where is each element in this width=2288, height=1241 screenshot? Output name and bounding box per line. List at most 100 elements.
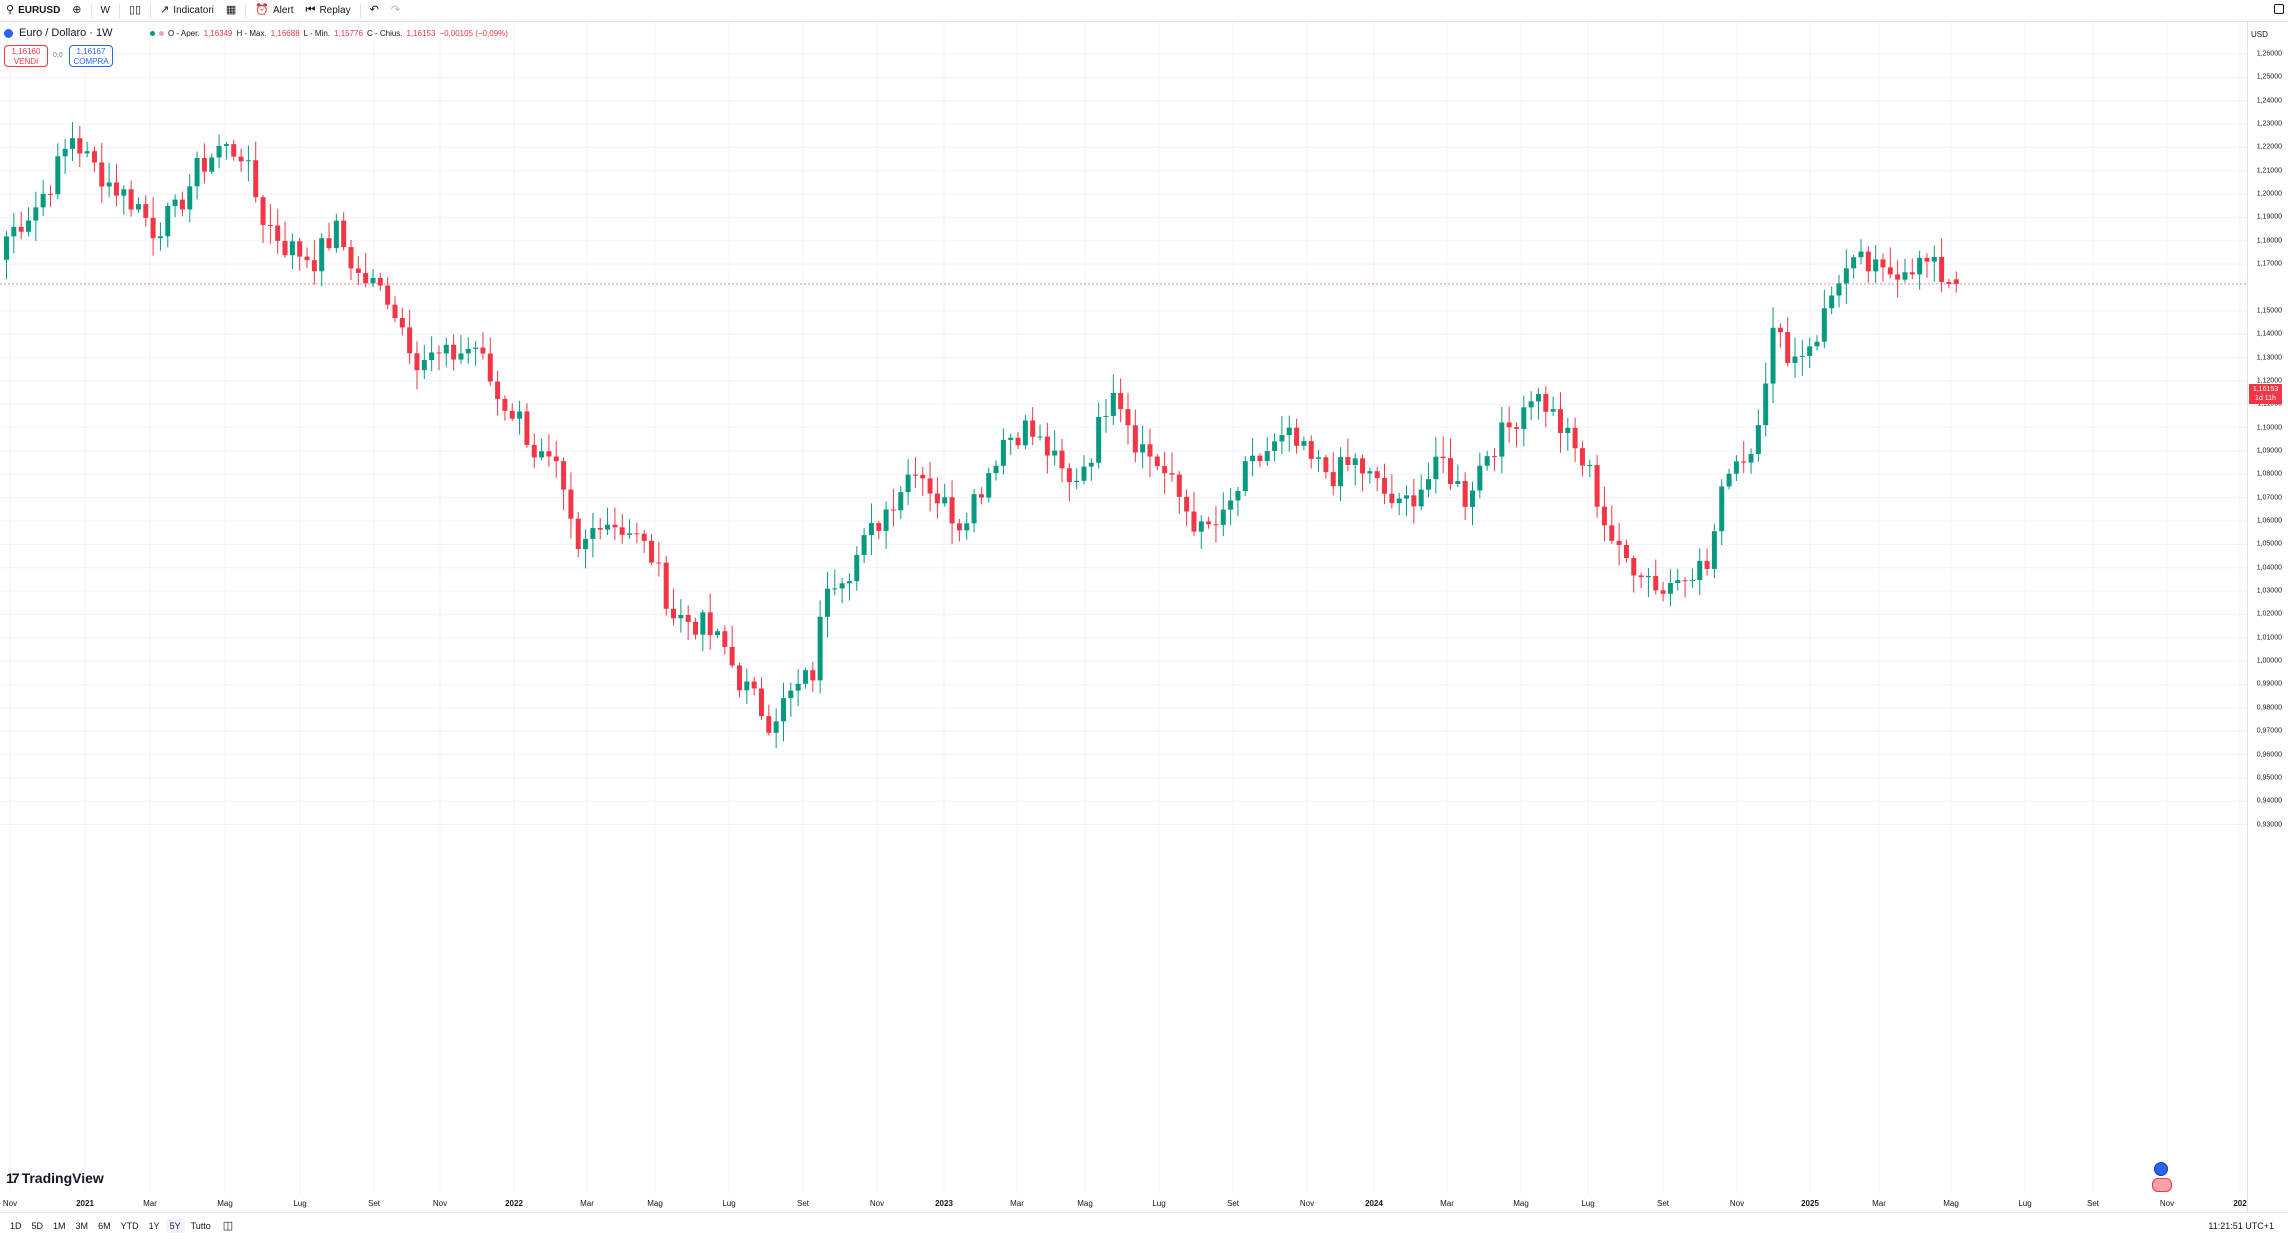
candle-body	[1118, 392, 1124, 410]
range-button[interactable]: 1M	[53, 1221, 66, 1231]
replay-button[interactable]: ⏮ Replay	[300, 0, 357, 21]
range-selector: 1D 5D 1M 3M 6M YTD 1Y 5Y Tutto	[4, 1219, 215, 1233]
range-button[interactable]: Tutto	[190, 1221, 211, 1231]
tradingview-logo-icon: 17	[6, 1170, 20, 1186]
event-marker-icon[interactable]	[2154, 1162, 2168, 1176]
candle-body	[128, 189, 134, 210]
currency-label[interactable]: USD	[2251, 30, 2268, 39]
candle-body	[1521, 407, 1527, 429]
candle-body	[942, 497, 948, 504]
economic-event-icon[interactable]	[2152, 1178, 2172, 1192]
candle-body	[693, 621, 699, 635]
low-label: L - Min.	[303, 29, 331, 38]
candle-body	[348, 247, 354, 269]
range-button[interactable]: 1Y	[148, 1221, 160, 1231]
compare-button[interactable]: ⊕	[66, 0, 87, 21]
price-tick-label: 1,13000	[2256, 354, 2282, 362]
candle-body	[1513, 427, 1519, 429]
ohlc-values: O - Aper. 1,16349 H - Max. 1,16688 L - M…	[150, 29, 508, 38]
range-button[interactable]: 6M	[98, 1221, 111, 1231]
layout-grid-icon: ▦	[225, 4, 237, 16]
candle-body	[678, 614, 684, 619]
candle-body	[1418, 489, 1424, 507]
clock-timezone[interactable]: 11:21:51 UTC+1	[2208, 1221, 2274, 1231]
high-label: H - Max.	[236, 29, 267, 38]
candle-body	[1191, 511, 1197, 532]
open-label: O - Aper.	[168, 29, 200, 38]
fullscreen-icon[interactable]	[2274, 4, 2284, 14]
candle-body	[707, 612, 713, 636]
candle-body	[1338, 457, 1344, 487]
candle-body	[113, 182, 119, 196]
candle-body	[289, 241, 295, 256]
time-tick-label: Mar	[580, 1199, 594, 1208]
candle-body	[47, 193, 53, 195]
interval-button[interactable]: W	[95, 0, 116, 21]
candle-body	[1865, 251, 1871, 272]
range-button[interactable]: 3M	[75, 1221, 89, 1231]
plus-circle-icon: ⊕	[72, 4, 82, 16]
symbol-search[interactable]: ⚲ EURUSD	[0, 0, 66, 21]
range-button[interactable]: 5Y	[165, 1219, 185, 1233]
candle-body	[1506, 422, 1512, 428]
chart-type-button[interactable]: ▯▯	[123, 0, 147, 21]
sell-button[interactable]: 1,16160 VENDI	[4, 45, 48, 67]
candle-body	[1939, 256, 1945, 283]
candle-body	[1382, 478, 1388, 494]
candle-body	[1946, 282, 1952, 285]
candle-body	[172, 199, 178, 206]
time-tick-label: Set	[1226, 1199, 1240, 1208]
price-tick-label: 1,02000	[2256, 610, 2282, 618]
buy-button[interactable]: 1,16167 COMPRA	[69, 45, 113, 67]
candle-body	[656, 562, 662, 564]
candle-body	[927, 478, 933, 494]
candle-body	[11, 226, 17, 237]
layouts-button[interactable]: ▦	[220, 0, 242, 21]
candle-body	[1851, 257, 1857, 269]
candle-body	[1675, 580, 1681, 583]
time-tick-label: Lug	[1581, 1199, 1595, 1208]
candle-body	[1330, 472, 1336, 487]
candle-body	[55, 156, 61, 195]
candle-body	[1572, 427, 1578, 449]
candle-body	[539, 451, 545, 458]
last-price-value: 1,16153	[2252, 386, 2279, 393]
time-axis[interactable]: Nov 2021 Mar Mag Lug Set Nov 2022 Mar Mag Lug Set No…	[0, 1194, 2248, 1212]
time-tick-label: 2021	[76, 1199, 94, 1208]
high-value: 1,16688	[270, 29, 300, 38]
price-tick-label: 0,94000	[2256, 797, 2282, 805]
candle-body	[480, 347, 486, 354]
candle-body	[912, 474, 918, 476]
candle-body	[179, 199, 185, 210]
candle-body	[473, 347, 479, 349]
calendar-icon[interactable]: ◫	[222, 1219, 234, 1232]
price-chart[interactable]	[0, 22, 2248, 1194]
candle-body	[788, 690, 794, 699]
range-button[interactable]: 5D	[31, 1221, 44, 1231]
price-tick-label: 0,93000	[2256, 821, 2282, 829]
candle-body	[1162, 466, 1168, 474]
candle-body	[949, 497, 955, 524]
candle-body	[1733, 461, 1739, 474]
range-button[interactable]: 1D	[10, 1221, 22, 1231]
candle-body	[1653, 575, 1659, 591]
candle-body	[1169, 473, 1175, 475]
redo-button[interactable]: ↷	[385, 0, 406, 21]
price-tick-label: 1,26000	[2256, 50, 2282, 58]
indicators-button[interactable]: ↗ Indicatori	[154, 0, 220, 21]
candle-body	[392, 304, 398, 319]
candle-body	[253, 160, 259, 198]
alert-label: Alert	[272, 5, 294, 16]
buy-price: 1,16167	[76, 47, 106, 56]
range-button[interactable]: YTD	[120, 1221, 139, 1231]
price-axis[interactable]: 1,26000 1,25000 1,24000 1,23000 1,22000 1,210…	[2247, 22, 2288, 1212]
close-value: 1,16153	[406, 29, 436, 38]
time-tick-label: 2024	[1365, 1199, 1383, 1208]
undo-button[interactable]: ↶	[364, 0, 385, 21]
alert-button[interactable]: ⏰ Alert	[249, 0, 299, 21]
candle-body	[429, 352, 435, 361]
low-value: 1,15776	[334, 29, 363, 38]
undo-icon: ↶	[369, 4, 379, 16]
spread-value: 0,0	[53, 52, 63, 59]
candle-body	[744, 681, 750, 691]
